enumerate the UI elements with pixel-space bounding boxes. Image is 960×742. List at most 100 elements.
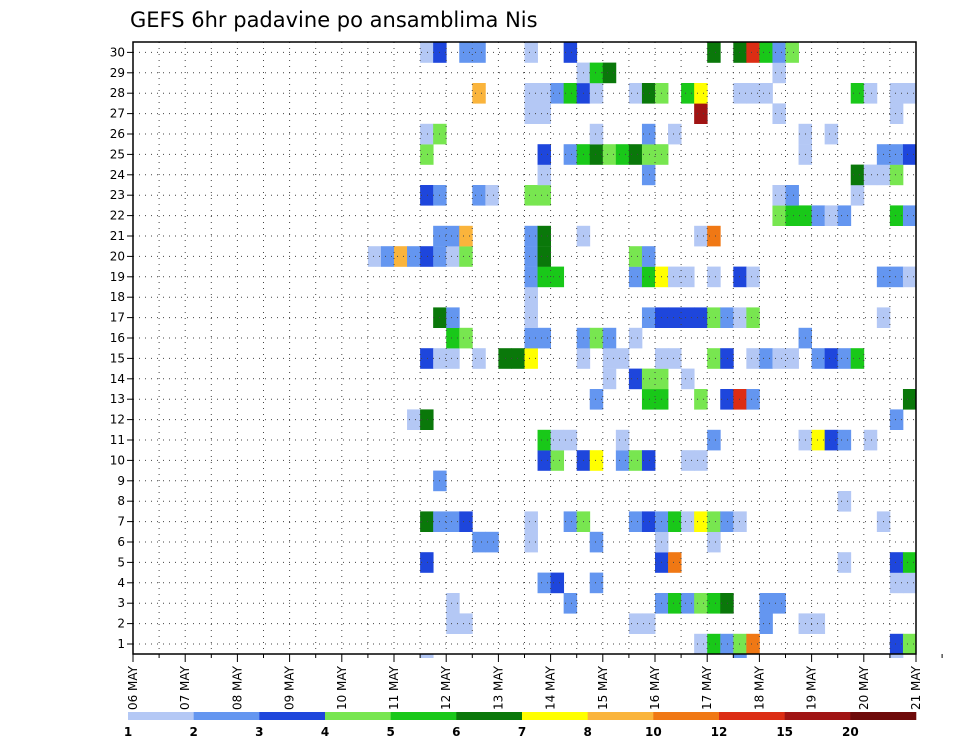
heatmap-cell (746, 266, 760, 288)
heatmap-cell (824, 348, 839, 369)
heatmap-cell (707, 633, 721, 655)
x-tick-label: 17 MAY (700, 665, 714, 710)
heatmap-cell (563, 42, 578, 63)
heatmap-cell (589, 572, 604, 594)
legend-swatch (128, 712, 194, 720)
y-tick-label: 6 (117, 535, 125, 549)
heatmap-cell (459, 225, 473, 247)
heatmap-cell (420, 185, 434, 206)
legend-swatch (719, 712, 785, 720)
heatmap-cell (902, 389, 916, 410)
heatmap-cell (694, 389, 708, 410)
heatmap-cell (446, 225, 460, 247)
heatmap-cell (537, 83, 551, 104)
heatmap-cell (537, 164, 551, 186)
heatmap-cell (602, 144, 617, 165)
x-tick-label: 07 MAY (178, 665, 192, 710)
heatmap-cell (889, 654, 904, 658)
heatmap-cell (524, 348, 538, 369)
heatmap-cell (641, 368, 656, 390)
grid-lines (133, 42, 916, 654)
heatmap-cell (537, 266, 551, 288)
heatmap-cell (16, 613, 29, 634)
heatmap-cell (641, 511, 656, 532)
heatmap-cell (681, 266, 695, 288)
heatmap-cell (420, 144, 434, 165)
heatmap-cell (641, 144, 656, 165)
heatmap-cell (694, 307, 708, 328)
heatmap-cell (380, 246, 395, 267)
heatmap-cell (420, 348, 434, 369)
y-tick-label: 7 (117, 515, 125, 529)
x-tick-label: 16 MAY (648, 665, 662, 710)
heatmap-cell (420, 246, 434, 267)
heatmap-cell (824, 205, 839, 226)
heatmap-cell (367, 246, 382, 267)
heatmap-cell (863, 164, 878, 186)
heatmap-cell (863, 83, 878, 104)
heatmap-cell (837, 491, 852, 512)
heatmap-cell (902, 144, 916, 165)
heatmap-cell (889, 144, 904, 165)
heatmap-cell (641, 246, 656, 267)
heatmap-cell (524, 307, 538, 328)
heatmap-cell (889, 205, 904, 226)
heatmap-cell (733, 83, 747, 104)
heatmap-cell (694, 103, 708, 124)
heatmap-cell (902, 633, 916, 655)
heatmap-cell (668, 123, 682, 145)
heatmap-cell (589, 531, 604, 553)
heatmap-cell (759, 42, 773, 63)
heatmap-cell (811, 613, 826, 634)
legend-label: 7 (518, 725, 526, 739)
heatmap-cell (889, 266, 904, 288)
heatmap-cell (681, 450, 695, 471)
heatmap-cell (628, 327, 643, 349)
heatmap-cell (641, 164, 656, 186)
heatmap-cell (811, 205, 826, 226)
heatmap-cell (720, 307, 734, 328)
heatmap-cell (589, 144, 604, 165)
legend-label: 20 (842, 725, 859, 739)
heatmap-cell (707, 42, 721, 63)
heatmap-cell (720, 348, 734, 369)
heatmap-cell (746, 307, 760, 328)
heatmap-cell (524, 287, 538, 308)
heatmap-cell (733, 266, 747, 288)
heatmap-cell (550, 429, 565, 451)
legend-label: 12 (711, 725, 728, 739)
heatmap-cell (628, 246, 643, 267)
y-tick-label: 24 (110, 168, 125, 182)
heatmap-cell (889, 164, 904, 186)
heatmap-cell (720, 593, 734, 614)
heatmap-cell (902, 83, 916, 104)
heatmap-cell (537, 429, 551, 451)
legend-label: 8 (583, 725, 591, 739)
heatmap-cell (785, 42, 799, 63)
heatmap-cell (694, 83, 708, 104)
heatmap-cell (681, 307, 695, 328)
heatmap-cell (837, 205, 852, 226)
heatmap-cell (589, 450, 604, 471)
heatmap-cell (472, 42, 486, 63)
heatmap-cell (837, 429, 852, 451)
heatmap-cell (785, 348, 799, 369)
heatmap-cell (628, 266, 643, 288)
y-tick-label: 26 (110, 127, 125, 141)
heatmap-cell (550, 572, 565, 594)
y-tick-label: 13 (110, 392, 125, 406)
heatmap-cell (472, 185, 486, 206)
x-tick-label: 14 MAY (544, 665, 558, 710)
heatmap-cell (550, 450, 565, 471)
y-tick-label: 12 (110, 413, 125, 427)
heatmap-cell (681, 83, 695, 104)
heatmap-cell (746, 348, 760, 369)
heatmap-cell (772, 348, 786, 369)
heatmap-cell (720, 389, 734, 410)
y-tick-label: 28 (110, 86, 125, 100)
heatmap-cell (746, 389, 760, 410)
heatmap-cell (524, 327, 538, 349)
y-tick-label: 1 (117, 637, 125, 651)
heatmap-cell (485, 185, 499, 206)
heatmap-cell (446, 613, 460, 634)
